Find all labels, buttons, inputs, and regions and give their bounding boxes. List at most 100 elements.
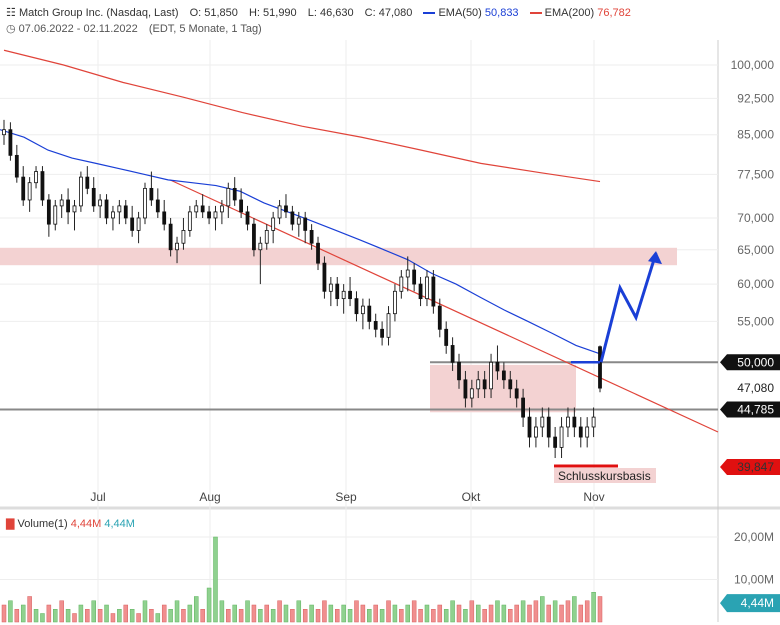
volume-bar bbox=[411, 600, 417, 623]
volume-bar bbox=[206, 587, 212, 623]
volume-label: Volume(1) bbox=[17, 518, 68, 530]
ema50-value: 50,833 bbox=[484, 7, 519, 19]
volume-bar bbox=[40, 613, 45, 623]
candle bbox=[91, 187, 96, 207]
candle bbox=[200, 205, 205, 213]
volume-bar bbox=[424, 604, 430, 623]
candle bbox=[559, 426, 564, 448]
volume-bar bbox=[334, 609, 340, 623]
ema200-legend-swatch bbox=[529, 12, 542, 15]
candle bbox=[373, 321, 378, 330]
volume-bar bbox=[264, 604, 270, 623]
volume-bar bbox=[546, 604, 551, 623]
candle bbox=[386, 313, 391, 338]
price-badge-low-bg bbox=[720, 459, 780, 475]
volume-bar bbox=[469, 600, 475, 623]
candle bbox=[111, 211, 115, 219]
volume-bar bbox=[277, 600, 282, 623]
volume-bar bbox=[591, 592, 596, 623]
volume-bar bbox=[552, 600, 558, 623]
y-tick-label: 77,500 bbox=[737, 167, 774, 181]
volume-bar bbox=[91, 600, 96, 623]
volume-bar bbox=[501, 604, 507, 623]
candle bbox=[79, 176, 83, 207]
high-value: H: 51,990 bbox=[248, 7, 297, 19]
volume-bar bbox=[508, 609, 513, 623]
y-tick-label: 92,500 bbox=[737, 91, 774, 105]
candle bbox=[457, 361, 461, 381]
volume-bar bbox=[104, 604, 109, 623]
projection-arrow bbox=[599, 252, 658, 363]
candle bbox=[348, 290, 352, 300]
candle bbox=[393, 290, 397, 315]
candle bbox=[431, 276, 436, 307]
schlusskurs-label: Schlusskursbasis bbox=[558, 469, 651, 483]
candle bbox=[27, 182, 32, 201]
x-tick-label: Sep bbox=[335, 490, 357, 504]
volume-badge-bg bbox=[720, 594, 780, 613]
candle bbox=[8, 129, 13, 156]
candle bbox=[399, 276, 404, 292]
volume-bar bbox=[584, 600, 590, 623]
volume-bar bbox=[14, 609, 20, 623]
candle bbox=[566, 416, 570, 428]
volume-header: ▇ Volume(1) 4,44M 4,44M bbox=[6, 517, 135, 530]
candle bbox=[591, 416, 596, 428]
price-badge-44785-bg bbox=[720, 401, 780, 418]
volume-bar bbox=[72, 613, 77, 623]
ema50-line bbox=[0, 129, 601, 355]
candle bbox=[66, 199, 70, 213]
candle bbox=[316, 242, 320, 264]
volume-bar bbox=[302, 609, 308, 623]
volume-bar bbox=[315, 609, 321, 623]
candle bbox=[437, 305, 442, 330]
candle bbox=[425, 276, 429, 300]
y-tick-label: 85,000 bbox=[737, 128, 774, 142]
symbol-name: Match Group Inc. (Nasdaq, Last) bbox=[18, 7, 179, 19]
ema50-label: EMA(50) bbox=[438, 7, 482, 19]
candle bbox=[501, 370, 506, 381]
volume-bar bbox=[386, 600, 391, 623]
ema200-line bbox=[3, 49, 601, 183]
candle bbox=[85, 176, 90, 189]
volume-bar bbox=[514, 604, 519, 623]
candle bbox=[469, 388, 474, 399]
volume-bar bbox=[149, 609, 154, 623]
volume-bar bbox=[290, 609, 295, 623]
y-tick-label: 55,000 bbox=[737, 314, 774, 328]
candle bbox=[495, 361, 500, 372]
volume-bar bbox=[347, 609, 353, 623]
candle bbox=[553, 436, 558, 448]
candle bbox=[380, 328, 385, 338]
volume-bar bbox=[540, 596, 545, 623]
ema200-value: 76,782 bbox=[597, 7, 631, 19]
candle bbox=[181, 230, 186, 244]
candle bbox=[252, 223, 256, 251]
volume-bar bbox=[110, 613, 116, 623]
volume-icon: ▇ bbox=[6, 518, 15, 530]
volume-bar bbox=[379, 609, 385, 623]
candle bbox=[168, 223, 173, 251]
price-badge-44785: 44,785 bbox=[737, 403, 774, 417]
candle bbox=[264, 230, 269, 244]
downtrend-line bbox=[169, 179, 719, 433]
volume-bar bbox=[360, 604, 366, 623]
candle bbox=[40, 171, 45, 201]
volume-bar bbox=[168, 609, 173, 623]
volume-bar bbox=[322, 600, 327, 623]
volume-bar bbox=[270, 609, 276, 623]
volume-bar bbox=[572, 596, 577, 623]
volume-value-red: 4,44M bbox=[70, 518, 102, 530]
close-value: C: 47,080 bbox=[364, 7, 413, 19]
volume-bar bbox=[495, 600, 500, 623]
y-tick-label: 70,000 bbox=[737, 211, 774, 225]
volume-bar bbox=[213, 536, 218, 623]
volume-bar bbox=[85, 609, 90, 623]
volume-y-tick: 20,00M bbox=[734, 530, 774, 544]
candle bbox=[367, 305, 372, 322]
candle bbox=[489, 361, 493, 390]
candle bbox=[98, 199, 103, 207]
candle bbox=[2, 129, 6, 136]
open-value: O: 51,850 bbox=[189, 7, 238, 19]
